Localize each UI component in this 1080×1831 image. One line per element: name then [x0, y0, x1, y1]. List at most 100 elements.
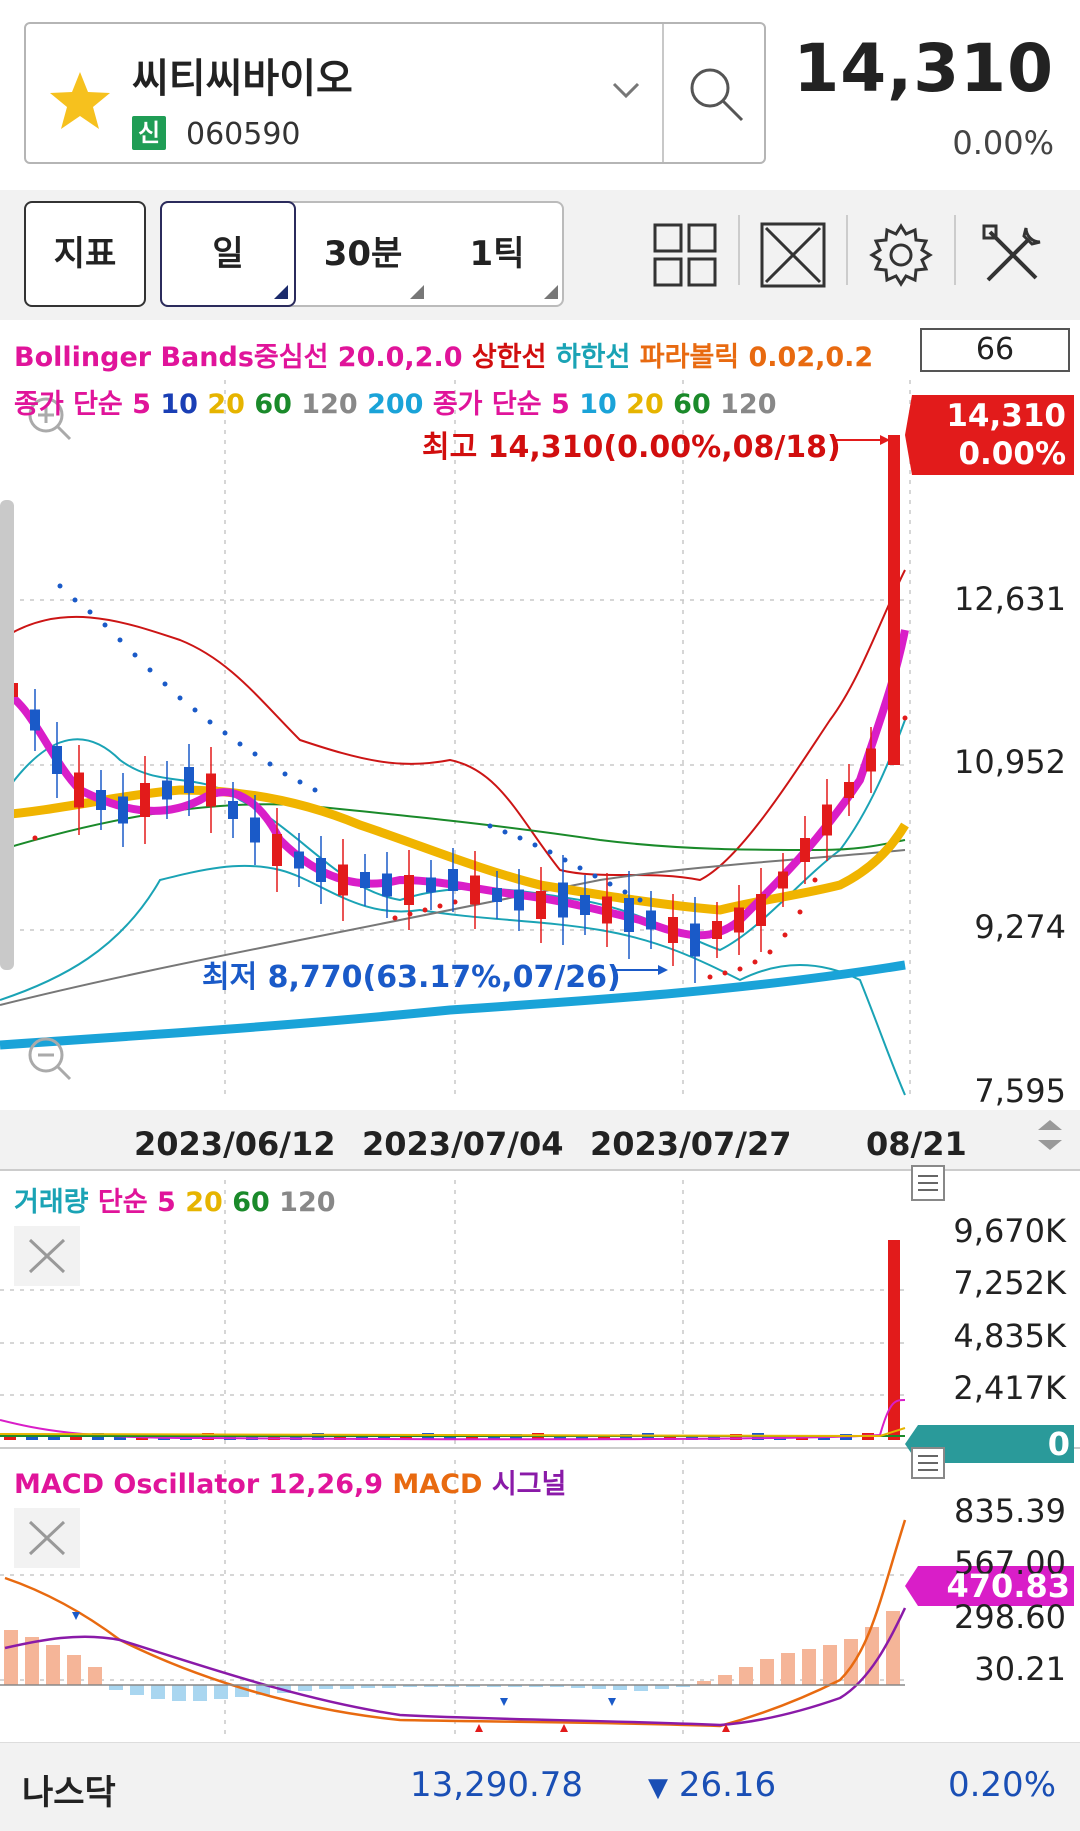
current-price-tag-text: 14,310 0.00% [946, 398, 1066, 472]
legend2-item-9: 60 [663, 389, 711, 420]
volume-current-tag [905, 1425, 1074, 1463]
layout-grid-icon[interactable] [650, 220, 720, 290]
candle [756, 868, 766, 952]
down-triangle-icon: ▼ [648, 1773, 668, 1803]
close-macd-icon[interactable] [14, 1508, 80, 1568]
panel-scroll-icon[interactable] [1038, 1120, 1062, 1150]
macd-osc-bar [802, 1649, 816, 1685]
current-price-tag [905, 395, 1074, 475]
legend2-item-1: 10 [150, 389, 198, 420]
chart-canvas[interactable] [0, 0, 1080, 1742]
volume-bar [114, 1437, 126, 1440]
chevron-down-icon[interactable] [606, 70, 646, 110]
volume-legend-item-3: 60 [222, 1187, 270, 1218]
macd-osc-bar [487, 1685, 501, 1687]
left-scroll-handle[interactable] [0, 500, 14, 970]
volume-menu-icon[interactable] [911, 1165, 945, 1201]
indicator-button[interactable]: 지표 [24, 201, 146, 307]
candle [294, 833, 304, 887]
fullscreen-icon[interactable] [758, 220, 828, 290]
volume-bar [708, 1435, 720, 1440]
macd-osc-bar [193, 1685, 207, 1701]
legend2-item-6: 종가 단순 5 [423, 389, 570, 420]
index-ticker[interactable]: 나스닥 13,290.78 ▼ 26.16 0.20% [0, 1742, 1080, 1831]
macd-osc-bar [403, 1685, 417, 1687]
volume-legend-item-4: 120 [269, 1187, 336, 1218]
macd-osc-bar [109, 1685, 123, 1690]
candle [668, 894, 678, 966]
macd-osc-bar [676, 1685, 690, 1687]
index-name: 나스닥 [22, 1773, 116, 1813]
candlestick-series [8, 666, 876, 983]
candle [558, 855, 568, 945]
candle [140, 756, 150, 844]
period-30min-button[interactable]: 30분 [296, 203, 430, 305]
candle [382, 852, 392, 918]
macd-osc-bar [634, 1685, 648, 1691]
ma120-line [0, 849, 906, 1006]
search-button[interactable] [662, 24, 766, 162]
candle [734, 885, 744, 955]
stock-name[interactable]: 씨티씨바이오 [132, 56, 353, 102]
legend2-item-5: 200 [357, 389, 424, 420]
macd-osc-bar [697, 1681, 711, 1685]
macd-osc-bar [760, 1659, 774, 1685]
parabolic-sar [57, 583, 643, 903]
macd-osc-bar [781, 1653, 795, 1685]
index-value: 13,290.78 [410, 1765, 584, 1805]
bar-count-box[interactable]: 66 [920, 328, 1070, 372]
volume-legend: 거래량 단순 5 20 60 120 [14, 1180, 336, 1219]
candle [602, 873, 612, 947]
macd-current-tag-text: 470.83 [946, 1567, 1070, 1605]
macd-osc-bar [886, 1611, 900, 1685]
candle [360, 854, 370, 906]
macd-menu-icon[interactable] [911, 1447, 945, 1479]
macd-osc-bar [172, 1685, 186, 1701]
tools-icon[interactable] [978, 220, 1048, 290]
macd-legend-item-0: MACD Oscillator 12,26,9 [14, 1469, 384, 1500]
candle [844, 764, 854, 816]
legend1-item-1: 중심선 20.0,2.0 [253, 342, 463, 373]
candle [338, 839, 348, 921]
macd-osc-bar [340, 1685, 354, 1689]
zoom-in-icon[interactable] [28, 397, 72, 441]
candle [74, 745, 84, 835]
candle [690, 897, 700, 983]
candle [778, 853, 788, 907]
legend2-item-7: 10 [569, 389, 617, 420]
candle [162, 761, 172, 819]
candle [866, 727, 876, 793]
y-tick-3: 9,274 [974, 908, 1066, 946]
macd-legend-item-1: MACD [383, 1469, 483, 1500]
candle [30, 689, 40, 751]
candle [624, 871, 634, 959]
gear-icon[interactable] [866, 220, 936, 290]
volume-bar [26, 1436, 38, 1440]
candle [184, 744, 194, 816]
period-1tick-button[interactable]: 1틱 [430, 203, 564, 305]
macd-osc-bar [25, 1637, 39, 1685]
candle [118, 773, 128, 847]
parabolic-sar-up [32, 715, 908, 980]
macd-osc-bar [592, 1685, 606, 1689]
price-legend-1: Bollinger Bands중심선 20.0,2.0 상한선 하한선 파라볼릭… [14, 335, 873, 374]
macd-osc-bar [361, 1685, 375, 1688]
y-tick-2: 10,952 [954, 743, 1066, 781]
zoom-out-icon[interactable] [28, 1037, 72, 1081]
period-selector: 일 30분 1틱 [160, 201, 564, 307]
macd-osc-bar [424, 1685, 438, 1687]
candle [228, 782, 238, 838]
stock-selector[interactable]: 씨티씨바이오 신 060590 [24, 22, 766, 164]
macd-osc-bar [844, 1639, 858, 1685]
close-volume-icon[interactable] [14, 1226, 80, 1286]
period-day-label: 일 [212, 234, 244, 274]
star-icon[interactable] [48, 68, 112, 132]
macd-osc-bar [151, 1685, 165, 1699]
macd-osc-bar [466, 1685, 480, 1687]
volume-bar [4, 1437, 16, 1440]
period-day-button[interactable]: 일 [160, 201, 296, 307]
macd-osc-bar [382, 1685, 396, 1688]
candle [250, 795, 260, 865]
macd-osc-bar [46, 1645, 60, 1685]
price-grid [0, 380, 911, 1100]
